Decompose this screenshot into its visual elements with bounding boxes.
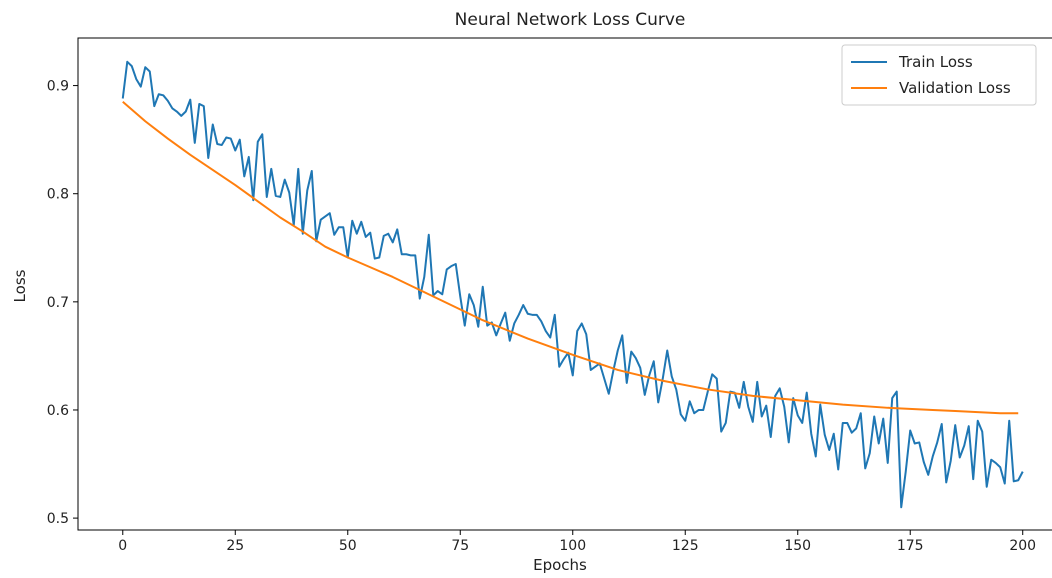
legend-label-validation-loss: Validation Loss [899,79,1011,97]
x-tick-label: 75 [451,538,469,554]
x-tick-label: 200 [1009,538,1036,554]
series-line-validation-loss [122,101,1019,415]
legend-label-train-loss: Train Loss [898,53,973,71]
x-tick-label: 100 [559,538,586,554]
y-tick-label: 0.5 [47,511,69,527]
y-axis: 0.5 0.6 0.7 0.8 0.9 [47,79,78,527]
legend-box [841,44,1037,106]
plot-frame [77,37,1052,531]
chart-title: Neural Network Loss Curve [455,10,686,30]
y-tick-label: 0.6 [47,403,69,419]
series-layer [121,60,1024,509]
x-tick-label: 150 [784,538,811,554]
legend: Train Loss Validation Loss [841,44,1037,106]
y-axis-label: Loss [11,269,29,302]
x-axis: 0 25 50 75 100 125 150 175 200 [118,530,1036,554]
y-tick-label: 0.7 [47,295,69,311]
x-tick-label: 125 [672,538,699,554]
x-tick-label: 25 [226,538,244,554]
x-tick-label: 175 [897,538,924,554]
y-tick-label: 0.8 [47,187,69,203]
x-tick-label: 0 [118,538,127,554]
x-axis-label: Epochs [533,556,587,574]
series-line-train-loss [121,60,1024,509]
y-tick-label: 0.9 [47,79,69,95]
x-tick-label: 50 [339,538,357,554]
